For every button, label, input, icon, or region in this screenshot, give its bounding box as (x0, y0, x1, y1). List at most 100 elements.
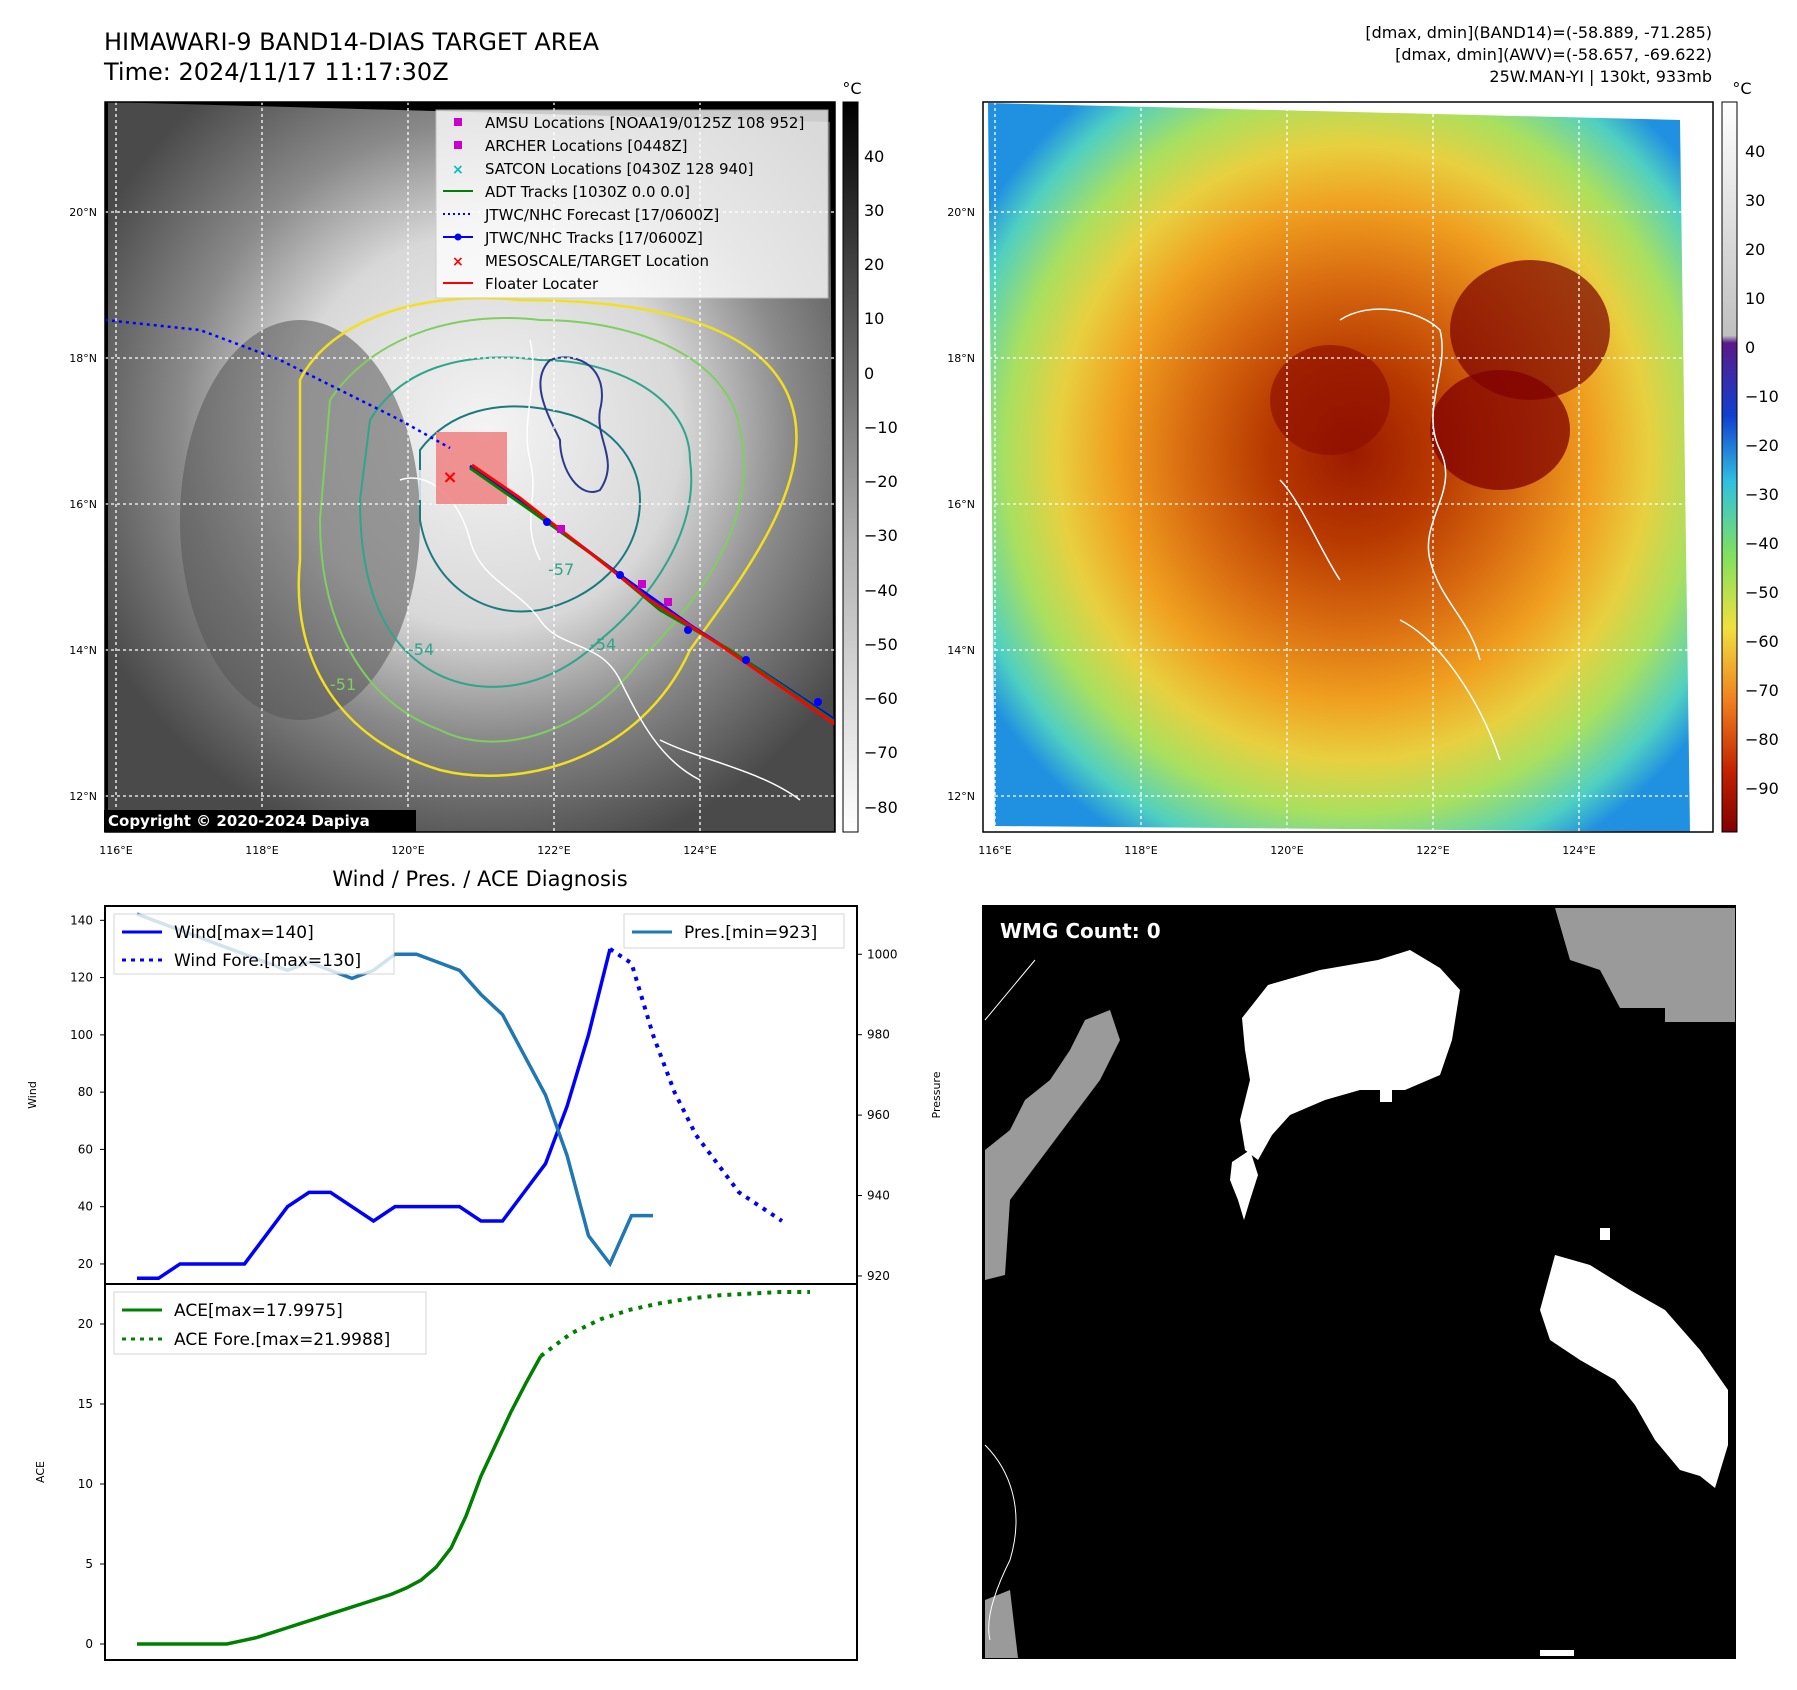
cb-tick: −80 (1745, 730, 1779, 749)
lat-tick: 12°N (947, 790, 975, 803)
wmg-cloud-cluster (1230, 1150, 1258, 1220)
pressure-legend-label: Pres.[min=923] (684, 923, 817, 943)
amsu-points (557, 525, 672, 606)
wind-legend-box (113, 913, 395, 975)
ace-legend: ACE[max=17.9975] ACE Fore.[max=21.9988] (113, 1291, 427, 1355)
map-legend (435, 109, 829, 299)
info-awv: [dmax, dmin](AWV)=(-58.657, -69.622) (1395, 45, 1712, 64)
y-tick-label: 5 (85, 1557, 93, 1571)
cb-tick: −70 (1745, 681, 1779, 700)
copyright-box (104, 810, 416, 832)
ace-fore-legend-label: ACE Fore.[max=21.9988] (174, 1330, 390, 1350)
floater-track (471, 463, 836, 726)
series-line-1 (608, 947, 784, 1223)
contour-label: -57 (548, 560, 574, 579)
wmg-cloud-pixel (1600, 1228, 1610, 1240)
y-tick-label: 15 (78, 1397, 93, 1411)
cb-tick: −20 (864, 472, 898, 491)
y-tick-label: 80 (78, 1085, 93, 1099)
cb-tick: −10 (1745, 387, 1779, 406)
cb-tick: 40 (864, 147, 884, 166)
cb-tick: −30 (864, 526, 898, 545)
cb-tick: −40 (1745, 534, 1779, 553)
figure-title: HIMAWARI-9 BAND14-DIAS TARGET AREA (104, 28, 600, 56)
lon-tick: 124°E (1562, 844, 1595, 857)
lon-tick: 116°E (99, 844, 132, 857)
cb-tick: −30 (1745, 485, 1779, 504)
lat-tick: 16°N (69, 498, 97, 511)
y-tick-label: 100 (70, 1028, 93, 1042)
gray-colorbar: °C 40 30 20 10 0 −10 −20 −30 −40 −50 −60… (842, 79, 898, 833)
pressure-axis-label: Pressure (930, 1071, 943, 1118)
lat-tick: 14°N (947, 644, 975, 657)
pressure-legend: Pres.[min=923] (623, 913, 845, 949)
cb-tick: 0 (1745, 338, 1755, 357)
ir-map-frame (104, 101, 836, 833)
contour-navy (539, 356, 609, 493)
cold-core-region (1450, 260, 1610, 400)
color-map-frame (982, 101, 1714, 833)
jtwc-forecast-track (104, 318, 451, 450)
y-tick-label: 120 (70, 971, 93, 985)
y-tick-label: 60 (78, 1142, 93, 1156)
series-line-0 (137, 1355, 543, 1646)
color-graticule (983, 102, 1713, 832)
cb-tick: −50 (864, 635, 898, 654)
wmg-panel: WMG Count: 0 (982, 905, 1736, 1659)
lat-tick: 18°N (947, 352, 975, 365)
cb-tick: −20 (1745, 436, 1779, 455)
y-tick-label: 10 (78, 1477, 93, 1491)
lat-tick: 16°N (947, 498, 975, 511)
cb-tick: −60 (1745, 632, 1779, 651)
y-tick-label: 140 (70, 913, 93, 927)
land-outline (399, 339, 801, 801)
contour-light-green (318, 317, 745, 743)
wmg-gray-region (985, 1010, 1120, 1280)
lat-tick: 18°N (69, 352, 97, 365)
y2-tick-label: 1000 (867, 947, 898, 961)
cb-tick: 20 (864, 255, 884, 274)
info-storm: 25W.MAN-YI | 130kt, 933mb (1489, 67, 1712, 86)
cold-core-region (1270, 345, 1390, 455)
legend-target-marker: × (452, 254, 464, 270)
mesoscale-target-marker: × (442, 467, 457, 488)
wmg-count-label: WMG Count: 0 (1000, 919, 1161, 943)
color-colorbar-unit: °C (1732, 79, 1751, 98)
lat-tick: 12°N (69, 790, 97, 803)
lat-tick: 14°N (69, 644, 97, 657)
contour-dark-teal (419, 405, 642, 613)
legend-jtwc-dot (454, 233, 462, 241)
ace-legend-label: ACE[max=17.9975] (174, 1301, 343, 1321)
y-tick-label: 20 (78, 1317, 93, 1331)
cb-tick: 10 (1745, 289, 1765, 308)
cb-tick: 40 (1745, 142, 1765, 161)
wmg-land-outline (984, 959, 1036, 1641)
legend-item: MESOSCALE/TARGET Location (485, 252, 709, 270)
legend-satcon-marker: × (452, 162, 464, 178)
ace-legend-box (113, 1291, 427, 1355)
wmg-cloud-pixel (1380, 1090, 1392, 1102)
gray-colorbar-bar (842, 101, 859, 833)
contour-label: -51 (330, 675, 356, 694)
legend-item: AMSU Locations [NOAA19/0125Z 108 952] (485, 114, 804, 132)
lon-tick: 116°E (978, 844, 1011, 857)
wmg-gray-region (985, 1590, 1018, 1658)
wind-fore-legend-label: Wind Fore.[max=130] (174, 951, 361, 971)
lon-tick: 122°E (537, 844, 570, 857)
color-colorbar-bar (1721, 101, 1738, 833)
lat-tick: 20°N (947, 206, 975, 219)
cb-tick: 20 (1745, 240, 1765, 259)
y2-tick-label: 920 (867, 1269, 890, 1283)
copyright-text: Copyright © 2020-2024 Dapiya (108, 812, 370, 830)
legend-item: ARCHER Locations [0448Z] (485, 137, 688, 155)
y2-tick-label: 940 (867, 1189, 890, 1203)
cb-tick: 30 (864, 201, 884, 220)
wind-legend: Wind[max=140] Wind Fore.[max=130] (113, 913, 395, 975)
gray-colorbar-unit: °C (842, 79, 861, 98)
jtwc-track-points (543, 518, 822, 706)
wind-pressure-chart: Wind Pressure 20 40 60 80 100 120 140 920 940 960… (26, 905, 943, 1285)
ir-map-panel: × -54 -57 -54 -51 Copyright © 2020-2024 … (69, 101, 836, 857)
lon-tick: 120°E (391, 844, 424, 857)
cb-tick: −80 (864, 798, 898, 817)
